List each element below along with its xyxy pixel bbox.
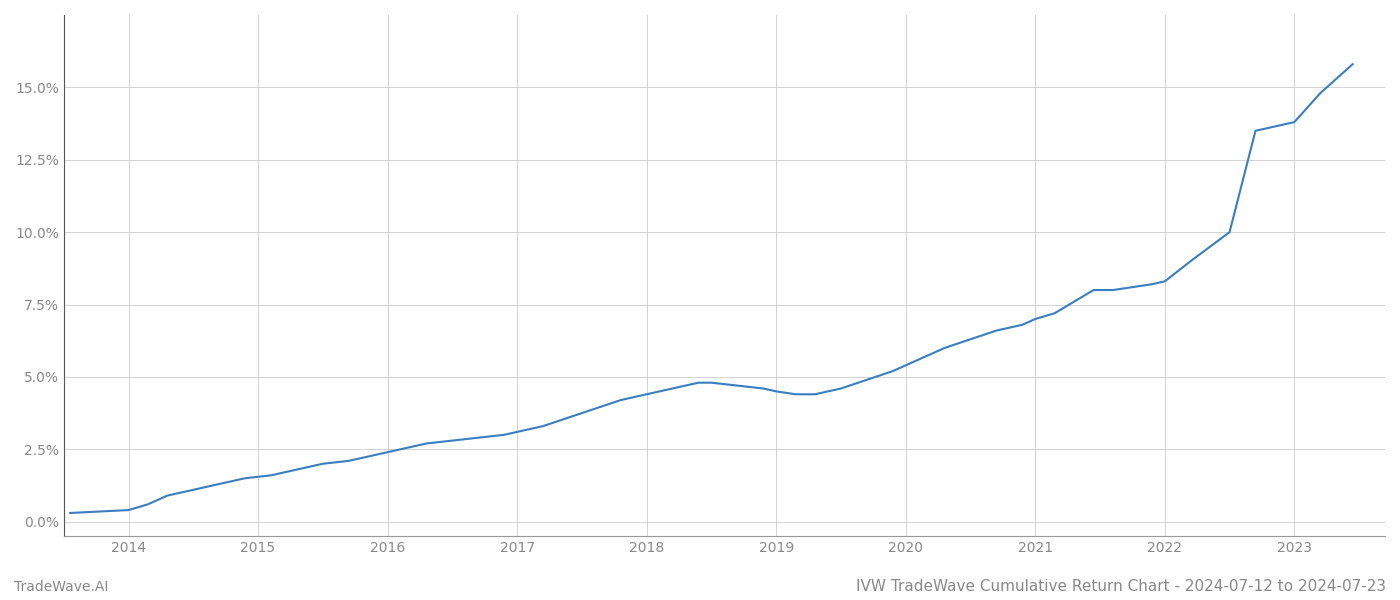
Text: IVW TradeWave Cumulative Return Chart - 2024-07-12 to 2024-07-23: IVW TradeWave Cumulative Return Chart - … xyxy=(855,579,1386,594)
Text: TradeWave.AI: TradeWave.AI xyxy=(14,580,108,594)
